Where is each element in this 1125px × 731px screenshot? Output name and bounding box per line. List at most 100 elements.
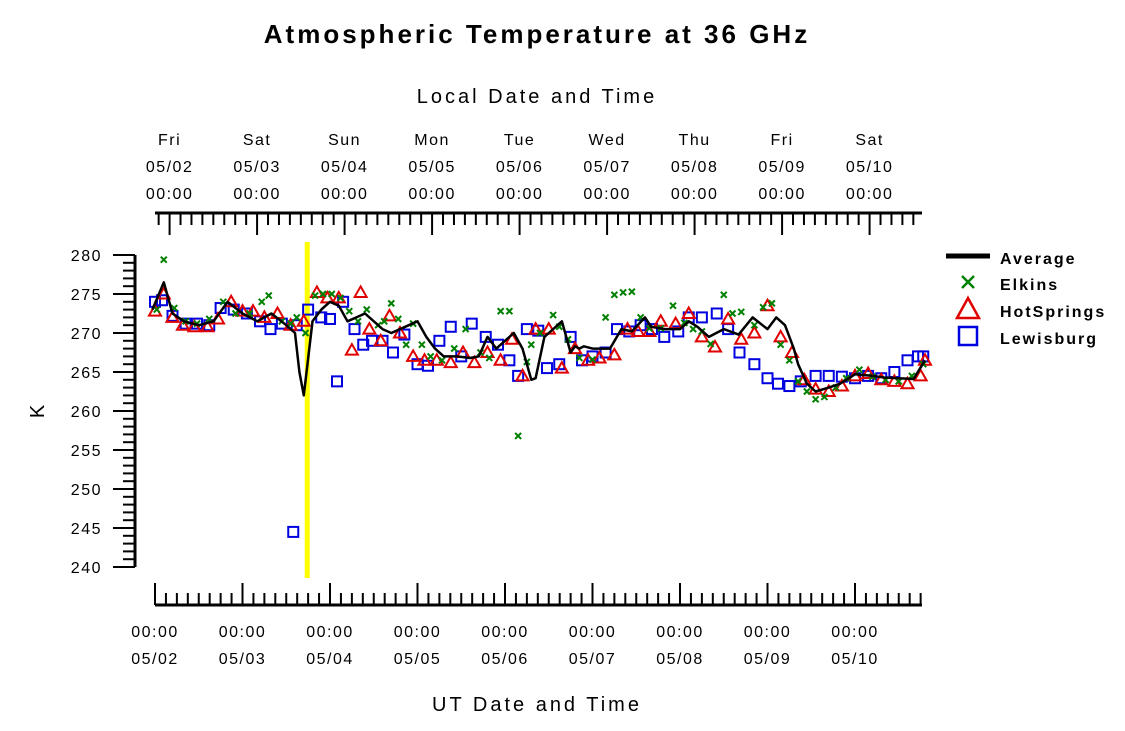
data-point	[344, 342, 360, 356]
data-point	[348, 323, 361, 336]
top-tick-date: 05/07	[583, 159, 631, 176]
top-tick-time: 00:00	[408, 186, 456, 203]
data-point	[231, 309, 240, 318]
y-tick-label: 265	[71, 365, 102, 382]
top-tick-date: 05/04	[321, 159, 369, 176]
data-point	[554, 360, 570, 374]
y-tick-label: 275	[71, 287, 102, 304]
data-point	[450, 344, 458, 353]
bottom-tick-date: 05/10	[831, 651, 879, 668]
bottom-tick-time: 00:00	[569, 624, 617, 641]
data-point	[514, 367, 531, 382]
data-point	[899, 375, 916, 390]
bottom-axis: 00:00 05/02 00:00 05/03 00:00 05/04 00:00 05/05…	[131, 583, 922, 668]
data-point	[776, 340, 785, 349]
data-point	[293, 313, 301, 322]
bottom-tick-date: 05/02	[131, 651, 179, 668]
data-point	[536, 329, 544, 337]
bottom-tick-date: 05/07	[569, 651, 617, 668]
top-axis-title: Local Date and Time	[417, 86, 657, 108]
bottom-tick-time: 00:00	[131, 624, 179, 641]
data-point	[505, 307, 514, 315]
top-tick-day: Tue	[504, 132, 535, 149]
data-point	[405, 348, 421, 362]
bottom-tick-date: 05/08	[656, 651, 704, 668]
data-point	[319, 289, 336, 304]
bottom-tick-time: 00:00	[744, 624, 792, 641]
bottom-tick-date: 05/05	[394, 651, 442, 668]
data-point	[363, 305, 371, 314]
data-point	[264, 323, 277, 336]
bottom-tick-time: 00:00	[656, 624, 704, 641]
bottom-tick-date: 05/09	[744, 651, 792, 668]
data-point	[695, 311, 708, 324]
top-tick-day: Sun	[328, 132, 361, 149]
data-point	[496, 307, 505, 315]
data-point	[761, 372, 774, 385]
bottom-tick-time: 00:00	[831, 624, 879, 641]
data-point	[426, 352, 435, 361]
top-tick-day: Thu	[679, 132, 711, 149]
data-point	[380, 317, 388, 326]
bottom-axis-title: UT Date and Time	[432, 694, 642, 716]
data-point	[527, 321, 544, 335]
data-point	[619, 288, 627, 297]
data-point	[575, 354, 584, 362]
data-point	[610, 291, 619, 299]
data-point	[728, 309, 737, 318]
data-point	[768, 299, 776, 308]
data-point	[803, 387, 811, 396]
data-point	[199, 318, 216, 333]
data-point	[606, 346, 623, 361]
bottom-tick-date: 05/04	[306, 651, 354, 668]
data-point	[373, 332, 389, 347]
data-point	[296, 313, 312, 327]
top-tick-date: 05/08	[671, 159, 719, 176]
top-tick-date: 05/10	[846, 159, 894, 176]
y-tick-label: 255	[71, 443, 102, 460]
data-point	[591, 349, 608, 364]
data-point	[352, 284, 369, 298]
data-point	[706, 340, 715, 348]
legend-swatch	[957, 325, 979, 347]
top-tick-date: 05/05	[408, 159, 456, 176]
data-point	[429, 352, 445, 366]
data-point	[748, 358, 761, 371]
average-line	[151, 281, 927, 397]
data-point	[669, 301, 677, 310]
data-point	[821, 383, 837, 397]
data-point	[465, 317, 478, 330]
data-point	[392, 324, 408, 339]
legend-swatch	[961, 275, 975, 289]
data-point	[416, 352, 433, 366]
data-point	[860, 365, 876, 380]
data-point	[402, 340, 410, 349]
data-point	[772, 328, 789, 343]
data-point	[588, 355, 597, 364]
data-point	[772, 377, 784, 390]
bottom-tick-date: 05/06	[481, 651, 529, 668]
data-point	[175, 317, 191, 331]
top-tick-time: 00:00	[321, 186, 369, 203]
y-tick-label: 250	[71, 482, 102, 499]
data-point	[553, 358, 566, 371]
data-point	[912, 367, 929, 382]
series-lewisburg	[149, 294, 930, 538]
data-point	[820, 393, 829, 401]
data-point	[461, 325, 470, 333]
legend-label: Elkins	[1000, 277, 1059, 294]
data-point	[822, 369, 835, 382]
legend-label: HotSprings	[1000, 304, 1106, 321]
data-point	[328, 290, 336, 298]
plot-area	[147, 242, 933, 578]
data-point	[160, 255, 168, 264]
series-elkins	[153, 255, 927, 440]
data-point	[311, 291, 319, 300]
bottom-tick-date: 05/03	[219, 651, 267, 668]
top-tick-day: Fri	[771, 132, 794, 149]
legend-label: Average	[1000, 251, 1077, 268]
data-point	[689, 325, 697, 333]
top-tick-day: Fri	[158, 132, 181, 149]
data-point	[514, 432, 522, 440]
data-point	[394, 315, 402, 323]
